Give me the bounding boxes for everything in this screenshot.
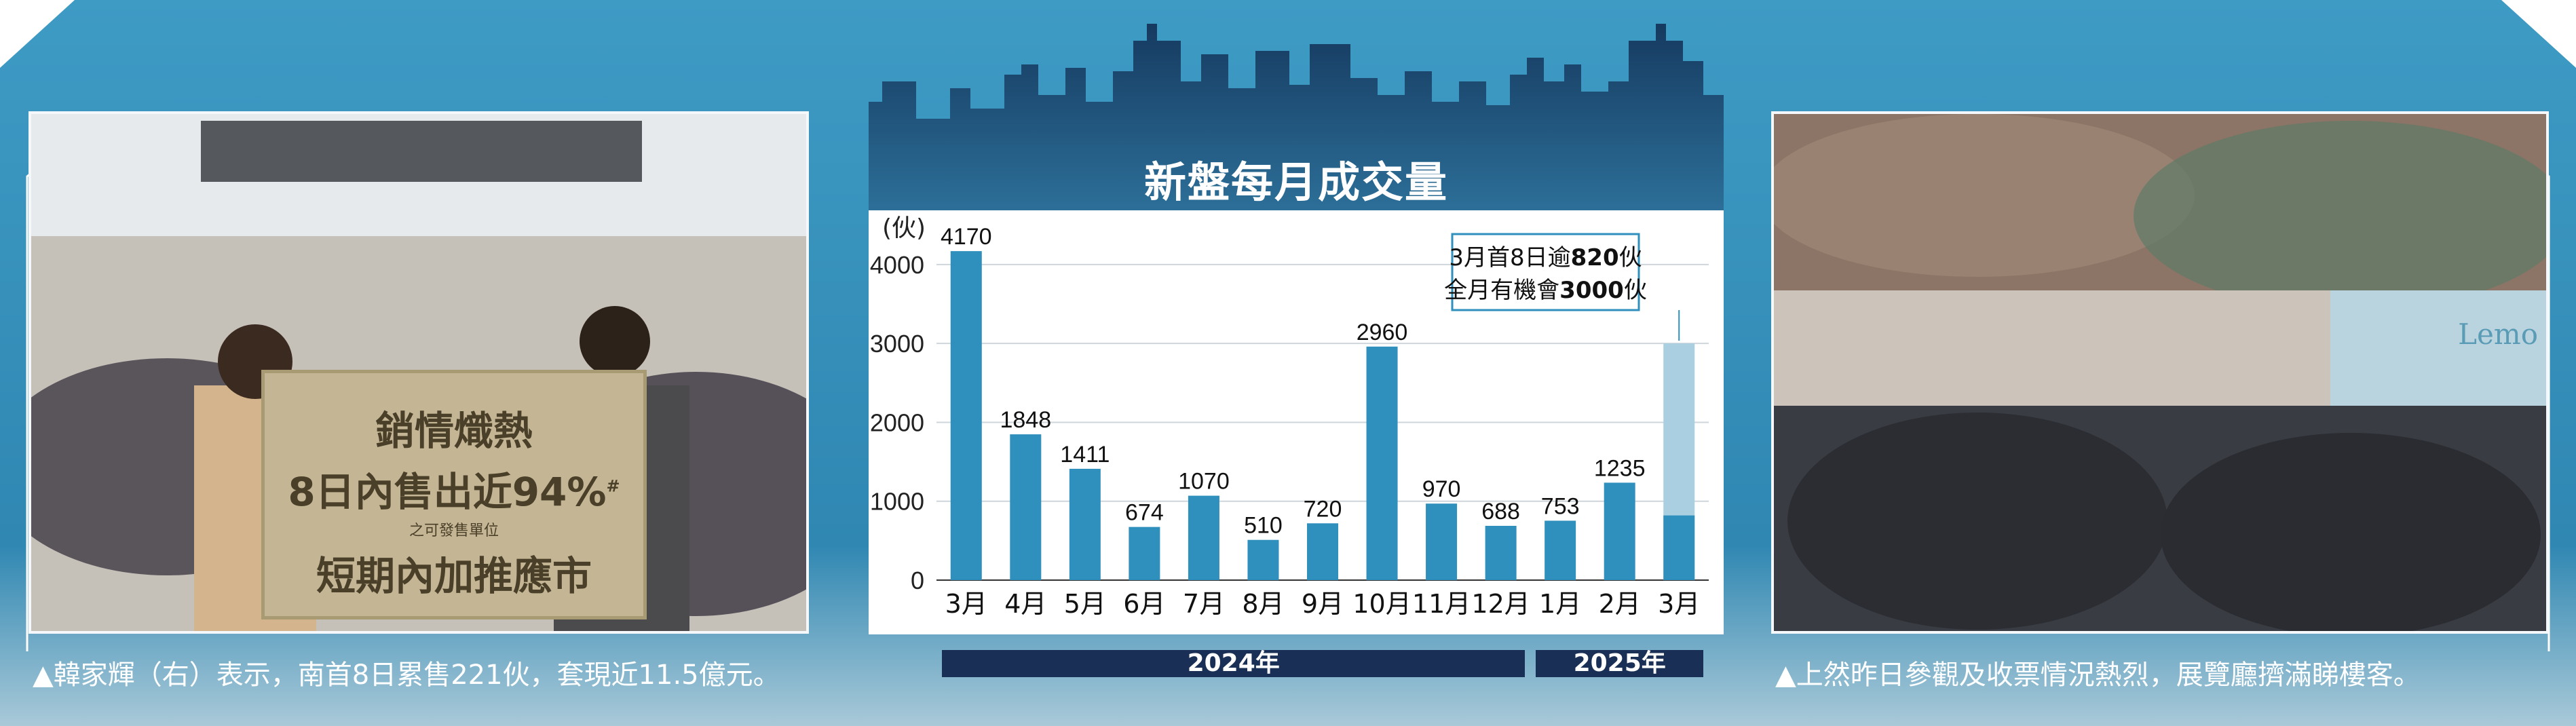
data-label: 753 <box>1541 493 1580 519</box>
data-label: 2960 <box>1357 320 1408 345</box>
data-label: 1070 <box>1178 469 1230 495</box>
bar <box>1426 503 1458 580</box>
x-tick-label: 5月 <box>1064 589 1106 619</box>
x-tick-label: 6月 <box>1123 589 1165 619</box>
annotation-line-2: 全月有機會3000伙 <box>1444 277 1647 304</box>
y-tick-label: 2000 <box>870 408 924 436</box>
bar <box>1188 495 1219 580</box>
sign-line-1: 銷情熾熱 <box>375 408 533 454</box>
bar <box>1366 346 1398 580</box>
right-caption: ▲上然昨日參觀及收票情況熱烈，展覽廳擠滿睇樓客。 <box>1775 660 2421 691</box>
x-tick-label: 7月 <box>1183 589 1225 619</box>
x-tick-label: 4月 <box>1004 589 1046 619</box>
x-tick-label: 1月 <box>1539 589 1581 619</box>
x-tick-label: 9月 <box>1302 589 1344 619</box>
annotation-box <box>1451 233 1640 311</box>
data-label: 510 <box>1244 513 1283 539</box>
annotation-line-1: 3月首8日逾820伙 <box>1449 244 1642 271</box>
y-tick-label: 3000 <box>870 330 924 358</box>
bar <box>1663 515 1695 580</box>
sign-line-3: 短期內加推應市 <box>316 553 592 599</box>
x-tick-label: 11月 <box>1412 589 1471 619</box>
data-label: 674 <box>1125 500 1164 526</box>
chart-card: 0 1000 2000 3000 4000 (伙) 4170 3月 1848 4月 1411 5月 67… <box>869 210 1724 634</box>
x-tick-label: 12月 <box>1471 589 1530 619</box>
bar <box>1069 468 1101 580</box>
promo-sign: 銷情熾熱 8日內售出近94%# 之可發售單位 短期內加推應市 <box>261 370 647 619</box>
data-label: 1848 <box>1000 407 1051 433</box>
x-tick-label: 3月 <box>945 589 987 619</box>
data-label: 970 <box>1422 476 1461 502</box>
showroom-sign: Lemo <box>2458 318 2538 351</box>
bar <box>950 251 982 580</box>
x-tick-label: 3月 <box>1658 589 1700 619</box>
right-photo-scene <box>1774 114 2546 631</box>
sign-note: 之可發售單位 <box>409 522 499 539</box>
y-tick-label: 1000 <box>870 488 924 516</box>
bar <box>1129 527 1160 580</box>
bar-chart: 0 1000 2000 3000 4000 (伙) 4170 3月 1848 4月 1411 5月 67… <box>870 214 1709 619</box>
y-tick-label: 4000 <box>870 251 924 279</box>
city-skyline <box>869 24 1724 210</box>
bar <box>1604 482 1635 580</box>
x-tick-label: 8月 <box>1242 589 1284 619</box>
y-axis-label: (伙) <box>882 214 926 242</box>
data-label: 1411 <box>1060 442 1110 467</box>
x-tick-label: 2月 <box>1599 589 1641 619</box>
bar <box>1485 526 1517 580</box>
top-right-corner-cut <box>2501 0 2576 68</box>
top-left-corner-cut <box>0 0 75 68</box>
y-tick-label: 0 <box>911 567 924 594</box>
bar <box>1307 523 1338 580</box>
bar <box>1545 520 1576 580</box>
left-caption: ▲韓家輝（右）表示，南首8日累售221伙，套現近11.5億元。 <box>33 660 780 691</box>
bar <box>1247 539 1279 580</box>
data-label: 688 <box>1481 499 1520 524</box>
data-label: 720 <box>1304 496 1342 522</box>
year-group-label: 2024年 <box>942 650 1526 677</box>
data-label: 4170 <box>941 224 992 250</box>
year-group-label: 2025年 <box>1536 650 1703 677</box>
x-tick-label: 10月 <box>1352 589 1411 619</box>
data-label: 1235 <box>1594 455 1646 481</box>
sign-line-2: 8日內售出近94%# <box>265 460 643 517</box>
sign-mark: # <box>606 476 620 496</box>
chart-title: 新盤每月成交量 <box>1143 157 1448 207</box>
right-photo: Lemo <box>1771 111 2549 634</box>
bar <box>1010 434 1042 580</box>
sign-line-2-text: 8日內售出近94% <box>288 469 607 515</box>
